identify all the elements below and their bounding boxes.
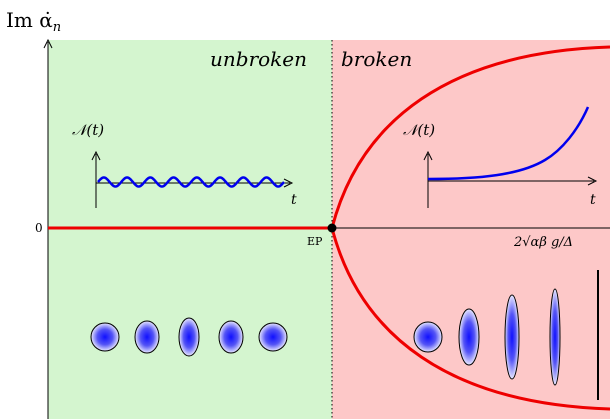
inset-right-x-label: t bbox=[590, 192, 596, 208]
broken-red-curve-upper bbox=[330, 45, 610, 229]
inset-left-oscillation bbox=[97, 176, 285, 188]
state-ellipse bbox=[549, 288, 561, 386]
unbroken-ellipses bbox=[90, 317, 288, 357]
inset-left-y-label: 𝒩(t) bbox=[72, 121, 104, 139]
inset-left-x-label: t bbox=[291, 192, 297, 208]
inset-broken: 𝒩(t) t bbox=[403, 106, 598, 208]
state-ellipse bbox=[134, 320, 160, 354]
broken-ellipses bbox=[413, 288, 561, 386]
inset-right-y-arrow bbox=[423, 150, 433, 161]
inset-right-y-label: 𝒩(t) bbox=[403, 121, 435, 139]
zero-tick-label: 0 bbox=[35, 221, 43, 235]
state-ellipse bbox=[504, 294, 520, 380]
inset-right-growth bbox=[427, 106, 590, 181]
ep-point bbox=[327, 223, 337, 233]
ep-label: EP bbox=[307, 235, 323, 248]
inset-unbroken: 𝒩(t) t bbox=[72, 121, 297, 208]
threshold-label: 2√αβ g/Δ bbox=[513, 235, 573, 250]
unbroken-label: unbroken bbox=[210, 47, 307, 71]
state-ellipse bbox=[413, 321, 443, 353]
state-ellipse bbox=[458, 308, 480, 366]
inset-left-x-arrow bbox=[283, 178, 294, 188]
state-ellipse bbox=[218, 320, 244, 354]
broken-red-curve-lower bbox=[330, 227, 610, 411]
broken-label: broken bbox=[341, 47, 412, 71]
inset-left-y-arrow bbox=[91, 150, 101, 161]
state-ellipse bbox=[178, 317, 200, 357]
state-ellipse bbox=[258, 322, 288, 352]
state-ellipse bbox=[90, 322, 120, 352]
inset-right-x-arrow bbox=[587, 176, 598, 186]
y-axis-label-subscript: n bbox=[53, 20, 61, 35]
y-axis-label: Im α̇n bbox=[6, 8, 61, 35]
vertical-axis-arrow bbox=[43, 38, 53, 49]
